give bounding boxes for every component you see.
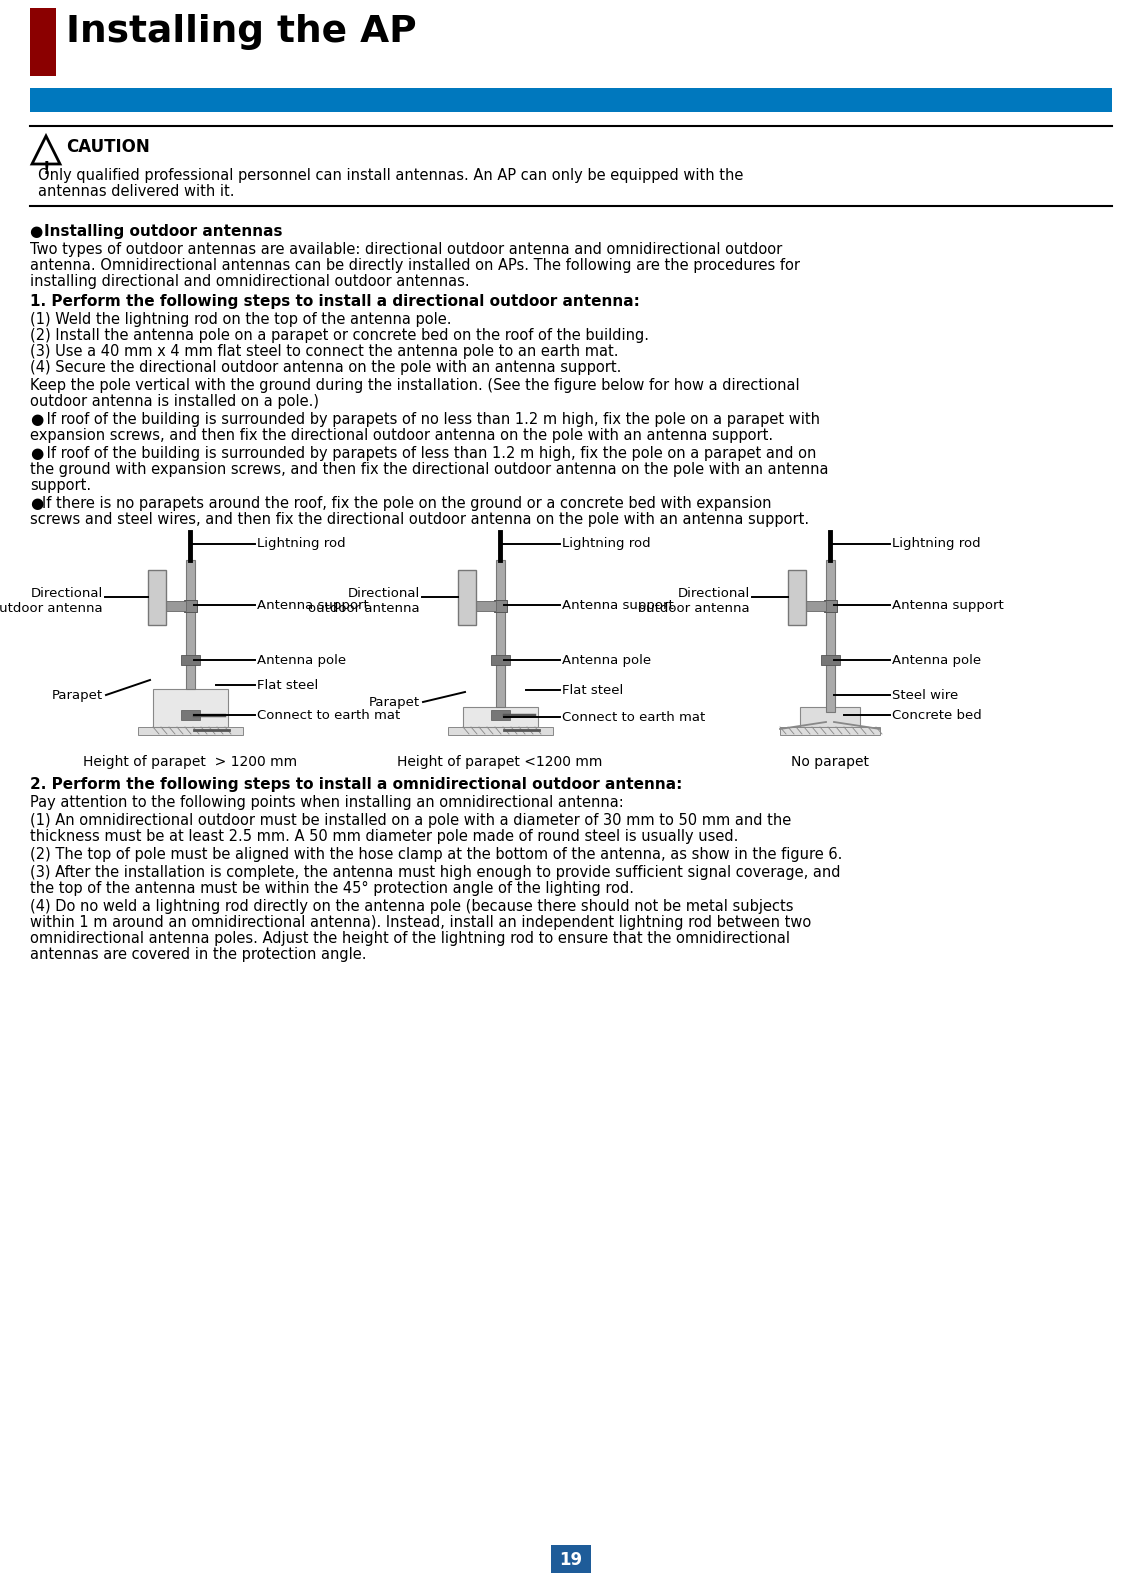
Bar: [180, 711, 200, 720]
Text: No parapet: No parapet: [791, 755, 869, 769]
Bar: [821, 655, 841, 665]
Text: Parapet: Parapet: [51, 689, 103, 701]
Text: (1) Weld the lightning rod on the top of the antenna pole.: (1) Weld the lightning rod on the top of…: [30, 312, 451, 328]
Text: ●: ●: [30, 412, 43, 427]
Text: Two types of outdoor antennas are available: directional outdoor antenna and omn: Two types of outdoor antennas are availa…: [30, 242, 782, 256]
Text: thickness must be at least 2.5 mm. A 50 mm diameter pole made of round steel is : thickness must be at least 2.5 mm. A 50 …: [30, 829, 739, 844]
Bar: [448, 727, 553, 735]
Text: Antenna support: Antenna support: [257, 598, 369, 611]
Text: 19: 19: [560, 1551, 582, 1569]
Text: ●: ●: [30, 495, 43, 511]
Text: Parapet: Parapet: [369, 695, 420, 709]
Text: Keep the pole vertical with the ground during the installation. (See the figure : Keep the pole vertical with the ground d…: [30, 378, 799, 393]
Text: antennas are covered in the protection angle.: antennas are covered in the protection a…: [30, 947, 367, 962]
Text: Flat steel: Flat steel: [562, 684, 624, 697]
Bar: [826, 560, 835, 712]
Bar: [148, 570, 166, 625]
Text: (2) Install the antenna pole on a parapet or concrete bed on the roof of the bui: (2) Install the antenna pole on a parape…: [30, 328, 649, 344]
Text: Lightning rod: Lightning rod: [562, 538, 651, 551]
Text: !: !: [42, 160, 50, 177]
Text: If roof of the building is surrounded by parapets of less than 1.2 m high, fix t: If roof of the building is surrounded by…: [42, 446, 817, 461]
Bar: [30, 8, 56, 76]
Text: 2. Perform the following steps to install a omnidirectional outdoor antenna:: 2. Perform the following steps to instal…: [30, 777, 683, 792]
Text: Concrete bed: Concrete bed: [892, 709, 982, 722]
Text: Antenna pole: Antenna pole: [562, 654, 651, 666]
Text: Only qualified professional personnel can install antennas. An AP can only be eq: Only qualified professional personnel ca…: [38, 168, 743, 184]
Text: (3) After the installation is complete, the antenna must high enough to provide : (3) After the installation is complete, …: [30, 864, 841, 880]
Text: Antenna support: Antenna support: [562, 598, 674, 611]
Text: the top of the antenna must be within the 45° protection angle of the lighting r: the top of the antenna must be within th…: [30, 882, 634, 896]
Text: ●: ●: [30, 225, 48, 239]
Bar: [463, 708, 538, 727]
Text: Connect to earth mat: Connect to earth mat: [257, 709, 400, 722]
Bar: [550, 1545, 592, 1574]
Text: CAUTION: CAUTION: [66, 138, 150, 157]
Text: Lightning rod: Lightning rod: [257, 538, 346, 551]
Bar: [476, 602, 496, 611]
Text: Antenna pole: Antenna pole: [257, 654, 346, 666]
Text: (2) The top of pole must be aligned with the hose clamp at the bottom of the ant: (2) The top of pole must be aligned with…: [30, 847, 843, 863]
Bar: [153, 689, 228, 727]
Text: Directional
outdoor antenna: Directional outdoor antenna: [638, 587, 750, 616]
Bar: [184, 600, 198, 613]
Text: the ground with expansion screws, and then fix the directional outdoor antenna o: the ground with expansion screws, and th…: [30, 462, 828, 476]
Bar: [138, 727, 243, 735]
Bar: [491, 711, 510, 720]
Text: Lightning rod: Lightning rod: [892, 538, 981, 551]
Text: outdoor antenna is installed on a pole.): outdoor antenna is installed on a pole.): [30, 394, 319, 408]
Text: screws and steel wires, and then fix the directional outdoor antenna on the pole: screws and steel wires, and then fix the…: [30, 511, 810, 527]
Text: Antenna pole: Antenna pole: [892, 654, 981, 666]
Text: (3) Use a 40 mm x 4 mm flat steel to connect the antenna pole to an earth mat.: (3) Use a 40 mm x 4 mm flat steel to con…: [30, 344, 619, 359]
Bar: [30, 89, 1112, 112]
Bar: [806, 602, 826, 611]
Text: Steel wire: Steel wire: [892, 689, 958, 701]
Bar: [491, 655, 510, 665]
Text: (1) An omnidirectional outdoor must be installed on a pole with a diameter of 30: (1) An omnidirectional outdoor must be i…: [30, 814, 791, 828]
Text: Pay attention to the following points when installing an omnidirectional antenna: Pay attention to the following points wh…: [30, 795, 624, 810]
Text: Installing the AP: Installing the AP: [66, 14, 417, 51]
Text: within 1 m around an omnidirectional antenna). Instead, install an independent l: within 1 m around an omnidirectional ant…: [30, 915, 811, 929]
Bar: [186, 560, 195, 689]
Text: 1. Perform the following steps to install a directional outdoor antenna:: 1. Perform the following steps to instal…: [30, 294, 640, 309]
Bar: [494, 600, 507, 613]
Text: Connect to earth mat: Connect to earth mat: [562, 711, 706, 723]
Text: antennas delivered with it.: antennas delivered with it.: [38, 184, 234, 199]
Bar: [458, 570, 476, 625]
Text: Directional
outdoor antenna: Directional outdoor antenna: [308, 587, 420, 616]
Text: omnidirectional antenna poles. Adjust the height of the lightning rod to ensure : omnidirectional antenna poles. Adjust th…: [30, 931, 790, 947]
Text: If roof of the building is surrounded by parapets of no less than 1.2 m high, fi: If roof of the building is surrounded by…: [42, 412, 820, 427]
Bar: [496, 560, 505, 708]
Bar: [780, 727, 880, 735]
Text: antenna. Omnidirectional antennas can be directly installed on APs. The followin: antenna. Omnidirectional antennas can be…: [30, 258, 801, 272]
Bar: [788, 570, 806, 625]
Text: Antenna support: Antenna support: [892, 598, 1004, 611]
Bar: [180, 655, 200, 665]
Bar: [825, 600, 837, 613]
Text: If there is no parapets around the roof, fix the pole on the ground or a concret: If there is no parapets around the roof,…: [42, 495, 772, 511]
Bar: [801, 708, 860, 727]
Text: support.: support.: [30, 478, 91, 492]
Text: Directional
outdoor antenna: Directional outdoor antenna: [0, 587, 103, 616]
Text: Flat steel: Flat steel: [257, 679, 319, 692]
Text: Height of parapet <1200 mm: Height of parapet <1200 mm: [397, 755, 603, 769]
Text: Installing outdoor antennas: Installing outdoor antennas: [45, 225, 282, 239]
Bar: [166, 602, 186, 611]
Text: (4) Secure the directional outdoor antenna on the pole with an antenna support.: (4) Secure the directional outdoor anten…: [30, 359, 621, 375]
Text: ●: ●: [30, 446, 43, 461]
Text: (4) Do no weld a lightning rod directly on the antenna pole (because there shoul: (4) Do no weld a lightning rod directly …: [30, 899, 794, 913]
Text: Height of parapet  > 1200 mm: Height of parapet > 1200 mm: [83, 755, 297, 769]
Text: installing directional and omnidirectional outdoor antennas.: installing directional and omnidirection…: [30, 274, 469, 290]
Text: expansion screws, and then fix the directional outdoor antenna on the pole with : expansion screws, and then fix the direc…: [30, 427, 773, 443]
